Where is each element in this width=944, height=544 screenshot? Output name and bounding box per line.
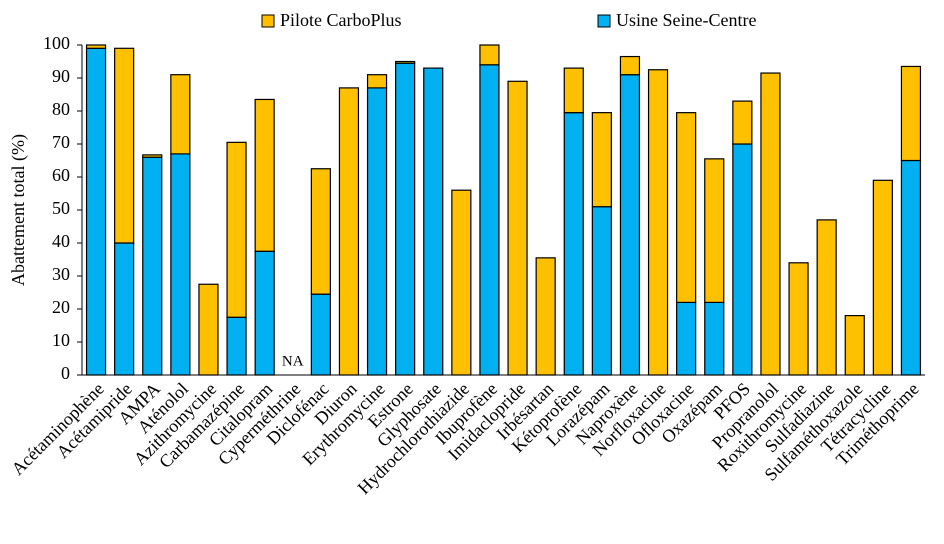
bar-segment (732, 100, 753, 145)
bar-segment (535, 257, 556, 376)
bar-segment (395, 62, 416, 376)
bar-segment (563, 67, 584, 114)
bar-segment (816, 219, 837, 376)
bar-segment (395, 60, 416, 64)
y-tick-label: 70 (52, 132, 70, 152)
bar-segment (788, 262, 809, 376)
legend-label: Usine Seine-Centre (616, 10, 756, 30)
y-tick-label: 60 (52, 165, 70, 185)
y-tick-label: 90 (52, 66, 70, 86)
bar-segment (254, 250, 275, 376)
y-tick-label: 80 (52, 99, 70, 119)
bar-segment (310, 293, 331, 376)
legend-swatch (261, 14, 275, 28)
bar-segment (760, 72, 781, 376)
bar-segment (900, 65, 922, 162)
y-axis-label: Abattement total (%) (8, 134, 29, 286)
bar-segment (142, 156, 163, 376)
bar-segment (647, 69, 669, 376)
bar-segment (170, 74, 191, 155)
bar-segment (479, 44, 500, 66)
annotation: NA (282, 353, 304, 369)
legend-label: Pilote CarboPlus (280, 10, 402, 30)
bar-segment (226, 316, 247, 376)
bar-segment (170, 153, 191, 376)
y-tick-label: 50 (52, 198, 70, 218)
bar-segment (338, 87, 360, 376)
bar-segment (85, 47, 107, 376)
bar-segment (732, 143, 753, 376)
y-tick-label: 30 (52, 264, 70, 284)
bar-segment (619, 74, 641, 376)
bar-segment (226, 141, 247, 318)
bar-segment (591, 206, 612, 376)
bar-segment (310, 168, 331, 295)
y-tick-label: 100 (43, 33, 70, 53)
bar-segment (676, 112, 697, 304)
bar-segment (591, 112, 612, 208)
bar-segment (423, 67, 444, 376)
bar-segment (900, 159, 922, 376)
y-tick-label: 40 (52, 231, 70, 251)
bar-segment (844, 315, 865, 376)
bar-segment (114, 47, 135, 244)
bar-segment (479, 64, 500, 376)
bar-segment (676, 301, 697, 376)
legend-swatch (597, 14, 611, 28)
bar-segment (366, 74, 388, 89)
bar-segment (704, 301, 725, 376)
bar-segment (872, 179, 893, 376)
y-tick-label: 0 (61, 363, 70, 383)
bar-segment (198, 283, 219, 376)
bar-segment (114, 242, 135, 376)
bar-segment (254, 98, 275, 252)
bar-segment (142, 154, 163, 158)
bar-segment (451, 189, 472, 376)
bar-segment (704, 158, 725, 304)
bar-segment (85, 44, 107, 49)
y-tick-label: 20 (52, 297, 70, 317)
bar-segment (563, 112, 584, 376)
bar-segment (619, 55, 641, 76)
y-tick-label: 10 (52, 330, 70, 350)
bar-segment (507, 80, 528, 376)
bar-segment (366, 87, 388, 376)
